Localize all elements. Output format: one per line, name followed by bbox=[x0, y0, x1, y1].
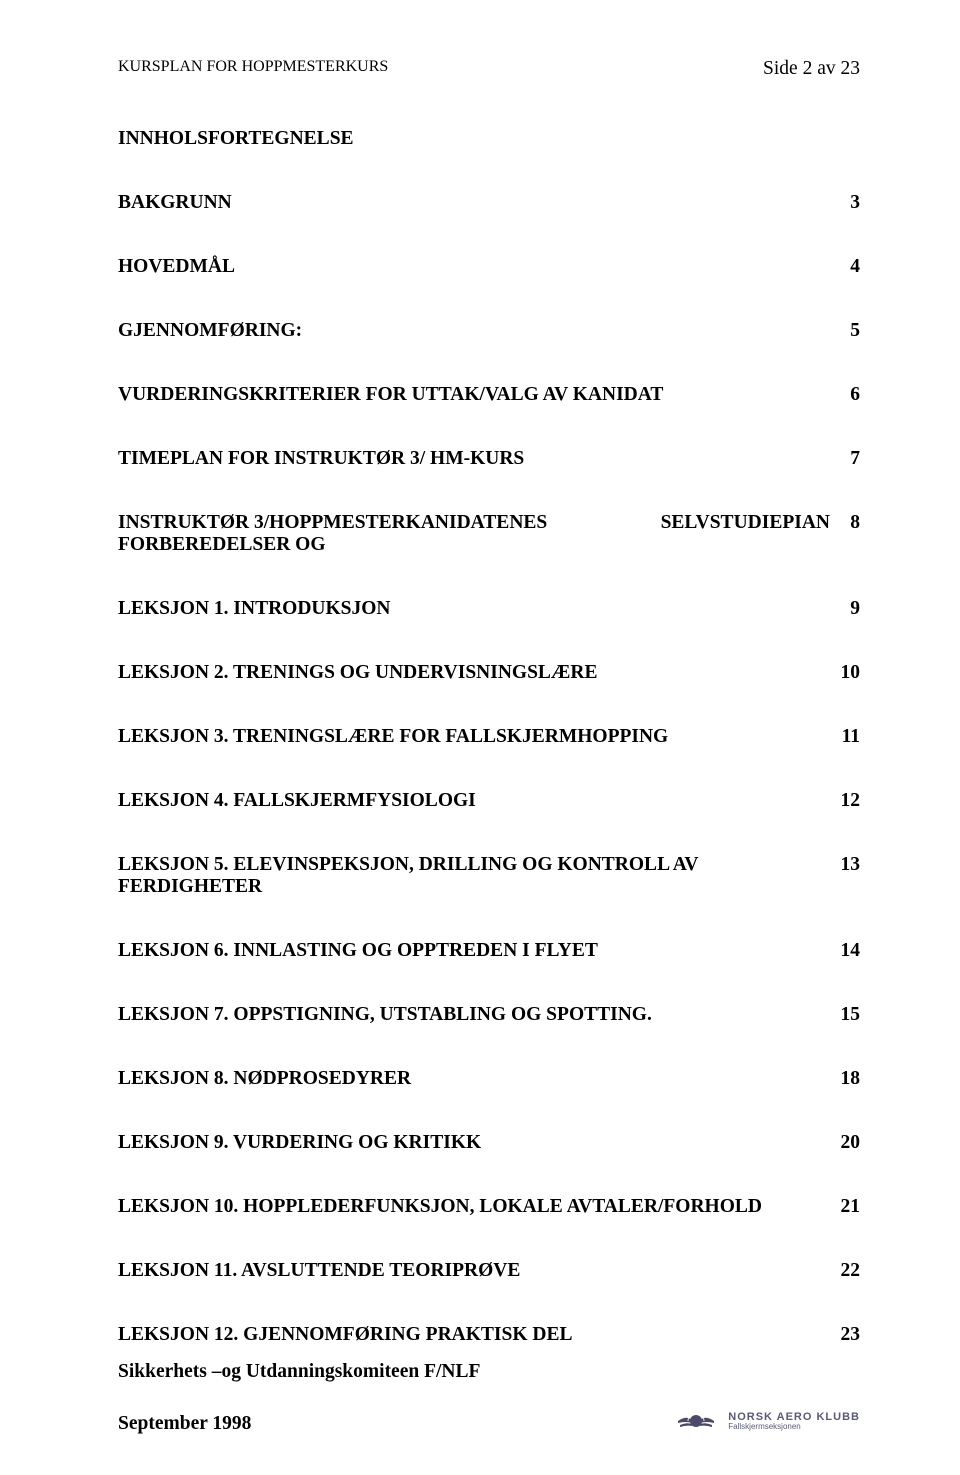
toc-entry-label: LEKSJON 10. HOPPLEDERFUNKSJON, LOKALE AV… bbox=[118, 1196, 830, 1218]
toc-entry-label: INSTRUKTØR 3/HOPPMESTERKANIDATENES FORBE… bbox=[118, 512, 661, 556]
toc-entry-page: 10 bbox=[830, 662, 860, 684]
toc-entry-label: LEKSJON 8. NØDPROSEDYRER bbox=[118, 1068, 830, 1090]
toc-entry-page: 18 bbox=[830, 1068, 860, 1090]
page-footer: Sikkerhets –og Utdanningskomiteen F/NLF … bbox=[118, 1361, 860, 1435]
toc-list: BAKGRUNN3 HOVEDMÅL4 GJENNOMFØRING:5 VURDERI… bbox=[118, 192, 860, 1346]
toc-entry-page: 7 bbox=[830, 448, 860, 470]
toc-entry-label: LEKSJON 12. GJENNOMFØRING PRAKTISK DEL bbox=[118, 1324, 830, 1346]
wings-icon bbox=[672, 1407, 720, 1435]
toc-entry: LEKSJON 3. TRENINGSLÆRE FOR FALLSKJERMHO… bbox=[118, 726, 860, 748]
header-right: Side 2 av 23 bbox=[763, 58, 860, 80]
toc-entry-page: 11 bbox=[830, 726, 860, 748]
toc-entry: INSTRUKTØR 3/HOPPMESTERKANIDATENES FORBE… bbox=[118, 512, 860, 556]
footer-committee: Sikkerhets –og Utdanningskomiteen F/NLF bbox=[118, 1361, 860, 1383]
footer-date: September 1998 bbox=[118, 1413, 251, 1435]
toc-entry-label: LEKSJON 1. INTRODUKSJON bbox=[118, 598, 830, 620]
toc-entry: VURDERINGSKRITERIER FOR UTTAK/VALG AV KA… bbox=[118, 384, 860, 406]
toc-entry: LEKSJON 8. NØDPROSEDYRER18 bbox=[118, 1068, 860, 1090]
toc-entry: LEKSJON 4. FALLSKJERMFYSIOLOGI12 bbox=[118, 790, 860, 812]
toc-entry-page: 13 bbox=[830, 854, 860, 898]
toc-entry-label: VURDERINGSKRITERIER FOR UTTAK/VALG AV KA… bbox=[118, 384, 830, 406]
header-left: KURSPLAN FOR HOPPMESTERKURS bbox=[118, 58, 388, 80]
toc-entry: GJENNOMFØRING:5 bbox=[118, 320, 860, 342]
toc-entry: HOVEDMÅL4 bbox=[118, 256, 860, 278]
toc-entry-label: LEKSJON 3. TRENINGSLÆRE FOR FALLSKJERMHO… bbox=[118, 726, 830, 748]
toc-entry-page: 4 bbox=[830, 256, 860, 278]
toc-entry-page: 9 bbox=[830, 598, 860, 620]
logo-text-top: NORSK AERO KLUBB bbox=[728, 1411, 860, 1423]
toc-entry: LEKSJON 5. ELEVINSPEKSJON, DRILLING OG K… bbox=[118, 854, 860, 898]
toc-entry-label: HOVEDMÅL bbox=[118, 256, 830, 278]
toc-entry-page: 6 bbox=[830, 384, 860, 406]
logo-text: NORSK AERO KLUBB Fallskjermseksjonen bbox=[728, 1411, 860, 1432]
toc-entry: LEKSJON 12. GJENNOMFØRING PRAKTISK DEL23 bbox=[118, 1324, 860, 1346]
toc-entry-label: LEKSJON 9. VURDERING OG KRITIKK bbox=[118, 1132, 830, 1154]
toc-entry-label: LEKSJON 5. ELEVINSPEKSJON, DRILLING OG K… bbox=[118, 854, 830, 898]
toc-entry-page: 12 bbox=[830, 790, 860, 812]
toc-entry: BAKGRUNN3 bbox=[118, 192, 860, 214]
toc-entry-page: 8 bbox=[830, 512, 860, 556]
toc-entry-label: LEKSJON 6. INNLASTING OG OPPTREDEN I FLY… bbox=[118, 940, 830, 962]
toc-entry-page: 15 bbox=[830, 1004, 860, 1026]
toc-entry-label: LEKSJON 4. FALLSKJERMFYSIOLOGI bbox=[118, 790, 830, 812]
toc-entry-label: SELVSTUDIEPIAN bbox=[661, 512, 830, 556]
toc-entry-label: GJENNOMFØRING: bbox=[118, 320, 830, 342]
toc-entry: LEKSJON 9. VURDERING OG KRITIKK20 bbox=[118, 1132, 860, 1154]
toc-entry-label: BAKGRUNN bbox=[118, 192, 830, 214]
toc-entry: LEKSJON 11. AVSLUTTENDE TEORIPRØVE22 bbox=[118, 1260, 860, 1282]
toc-entry: TIMEPLAN FOR INSTRUKTØR 3/ HM-KURS7 bbox=[118, 448, 860, 470]
toc-title: INNHOLSFORTEGNELSE bbox=[118, 128, 860, 150]
logo-text-bottom: Fallskjermseksjonen bbox=[728, 1423, 860, 1432]
toc-entry-page: 20 bbox=[830, 1132, 860, 1154]
toc-entry: LEKSJON 1. INTRODUKSJON9 bbox=[118, 598, 860, 620]
nak-logo: NORSK AERO KLUBB Fallskjermseksjonen bbox=[672, 1407, 860, 1435]
toc-entry-page: 14 bbox=[830, 940, 860, 962]
toc-entry-page: 23 bbox=[830, 1324, 860, 1346]
toc-entry: LEKSJON 10. HOPPLEDERFUNKSJON, LOKALE AV… bbox=[118, 1196, 860, 1218]
toc-entry-page: 21 bbox=[830, 1196, 860, 1218]
toc-entry-label: LEKSJON 7. OPPSTIGNING, UTSTABLING OG SP… bbox=[118, 1004, 830, 1026]
toc-entry-page: 3 bbox=[830, 192, 860, 214]
toc-entry-label: LEKSJON 2. TRENINGS OG UNDERVISNINGSLÆRE bbox=[118, 662, 830, 684]
toc-entry: LEKSJON 7. OPPSTIGNING, UTSTABLING OG SP… bbox=[118, 1004, 860, 1026]
toc-entry: LEKSJON 6. INNLASTING OG OPPTREDEN I FLY… bbox=[118, 940, 860, 962]
toc-entry-page: 22 bbox=[830, 1260, 860, 1282]
toc-entry-label: TIMEPLAN FOR INSTRUKTØR 3/ HM-KURS bbox=[118, 448, 830, 470]
toc-entry-page: 5 bbox=[830, 320, 860, 342]
page-header: KURSPLAN FOR HOPPMESTERKURS Side 2 av 23 bbox=[118, 58, 860, 80]
toc-entry-label: LEKSJON 11. AVSLUTTENDE TEORIPRØVE bbox=[118, 1260, 830, 1282]
toc-entry: LEKSJON 2. TRENINGS OG UNDERVISNINGSLÆRE… bbox=[118, 662, 860, 684]
